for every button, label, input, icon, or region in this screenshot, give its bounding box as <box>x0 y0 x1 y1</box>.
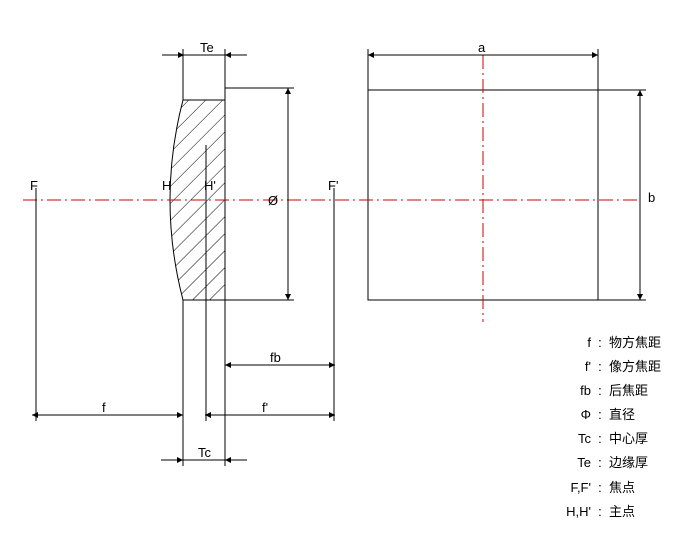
legend-colon: : <box>595 428 605 450</box>
legend-sym: Φ <box>557 404 593 426</box>
legend-sym: H,H' <box>557 501 593 523</box>
label-a: a <box>478 40 485 55</box>
label-Hprime: H' <box>204 178 216 193</box>
label-Tc: Tc <box>198 445 211 460</box>
legend-sym: f' <box>557 356 593 378</box>
legend-colon: : <box>595 404 605 426</box>
legend-colon: : <box>595 477 605 499</box>
legend-sym: Tc <box>557 428 593 450</box>
legend-colon: : <box>595 452 605 474</box>
legend-colon: : <box>595 501 605 523</box>
label-b: b <box>648 190 655 205</box>
legend-def: 后焦距 <box>607 380 663 402</box>
legend-sym: fb <box>557 380 593 402</box>
label-F: F <box>30 178 38 193</box>
legend-sym: Te <box>557 452 593 474</box>
legend-def: 直径 <box>607 404 663 426</box>
legend-def: 像方焦距 <box>607 356 663 378</box>
label-f: f <box>102 400 106 415</box>
label-H: H <box>162 178 171 193</box>
legend-colon: : <box>595 380 605 402</box>
legend: f : 物方焦距 f' : 像方焦距 fb : 后焦距 Φ : 直径 Tc : <box>555 330 665 525</box>
label-Fprime: F' <box>328 178 338 193</box>
label-Te: Te <box>200 40 214 55</box>
label-phi: Ø <box>268 193 278 208</box>
legend-sym: f <box>557 332 593 354</box>
label-fprime: f' <box>262 400 268 415</box>
legend-def: 焦点 <box>607 477 663 499</box>
legend-def: 边缘厚 <box>607 452 663 474</box>
legend-def: 中心厚 <box>607 428 663 450</box>
label-fb: fb <box>270 350 281 365</box>
legend-def: 物方焦距 <box>607 332 663 354</box>
legend-colon: : <box>595 356 605 378</box>
legend-def: 主点 <box>607 501 663 523</box>
legend-sym: F,F' <box>557 477 593 499</box>
legend-colon: : <box>595 332 605 354</box>
